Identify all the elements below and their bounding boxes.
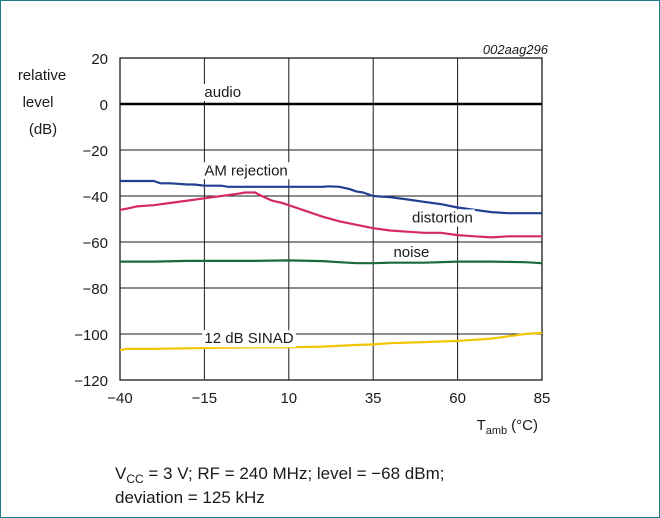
y-tick-label: −60: [83, 235, 108, 252]
series-label-bg: [202, 330, 296, 348]
series-label-bg: [202, 162, 290, 180]
series-labels: audio AM rejection distortion noise 12 dB SI…: [202, 84, 475, 348]
y-axis-label-line3: (dB): [29, 121, 57, 138]
figure-id: 002aag296: [483, 42, 549, 57]
x-axis-label-unit: (°C): [511, 417, 538, 434]
x-axis-label: Tamb (°C): [477, 417, 538, 437]
series-line-noise: [120, 259, 543, 265]
x-tick-label: −15: [192, 390, 217, 407]
series-label: distortion: [412, 209, 473, 226]
series-label: audio: [204, 84, 241, 101]
series-line-12-db-sinad: [119, 331, 543, 352]
y-tick-label: 0: [100, 97, 108, 114]
x-tick-label: −40: [107, 390, 132, 407]
series-layer: [119, 102, 543, 352]
caption-vcc-sub: CC: [126, 472, 144, 486]
series-label-bg: [410, 209, 475, 227]
chart: 200−20−40−60−80−100−120−40 −15 10 35 60 85 au…: [18, 42, 551, 437]
plot-border: [119, 57, 543, 381]
y-tick-label: −40: [83, 189, 108, 206]
caption-deviation: deviation = 125 kHz: [115, 488, 265, 507]
series-label: AM rejection: [204, 162, 287, 179]
x-axis-label-main: T: [477, 417, 486, 434]
y-axis-label-line2: level: [23, 94, 54, 111]
caption-vcc: V: [115, 464, 127, 483]
x-tick-label: 60: [449, 390, 466, 407]
caption-conditions-rest: = 3 V; RF = 240 MHz; level = −68 dBm;: [143, 464, 445, 483]
y-tick-label: −80: [83, 281, 108, 298]
y-tick-label: −20: [83, 143, 108, 160]
series-line-am-rejection: [120, 179, 542, 215]
y-axis-label-line1: relative: [18, 67, 66, 84]
x-tick-label: 35: [365, 390, 382, 407]
series-label-bg: [391, 243, 432, 261]
x-tick-label: 10: [280, 390, 297, 407]
caption-conditions: VCC = 3 V; RF = 240 MHz; level = −68 dBm…: [115, 464, 445, 486]
series-line-distortion: [119, 191, 542, 239]
y-tick-label: −100: [74, 327, 108, 344]
y-tick-label: −120: [74, 373, 108, 390]
y-tick-label: 20: [91, 51, 108, 68]
x-axis-label-sub: amb: [486, 425, 507, 437]
x-tick-label: 85: [534, 390, 551, 407]
tick-labels: 200−20−40−60−80−100−120−40 −15 10 35 60 85: [74, 51, 550, 407]
series-label: 12 dB SINAD: [204, 330, 293, 347]
series-label: noise: [393, 244, 429, 261]
series-label-bg: [202, 84, 244, 102]
